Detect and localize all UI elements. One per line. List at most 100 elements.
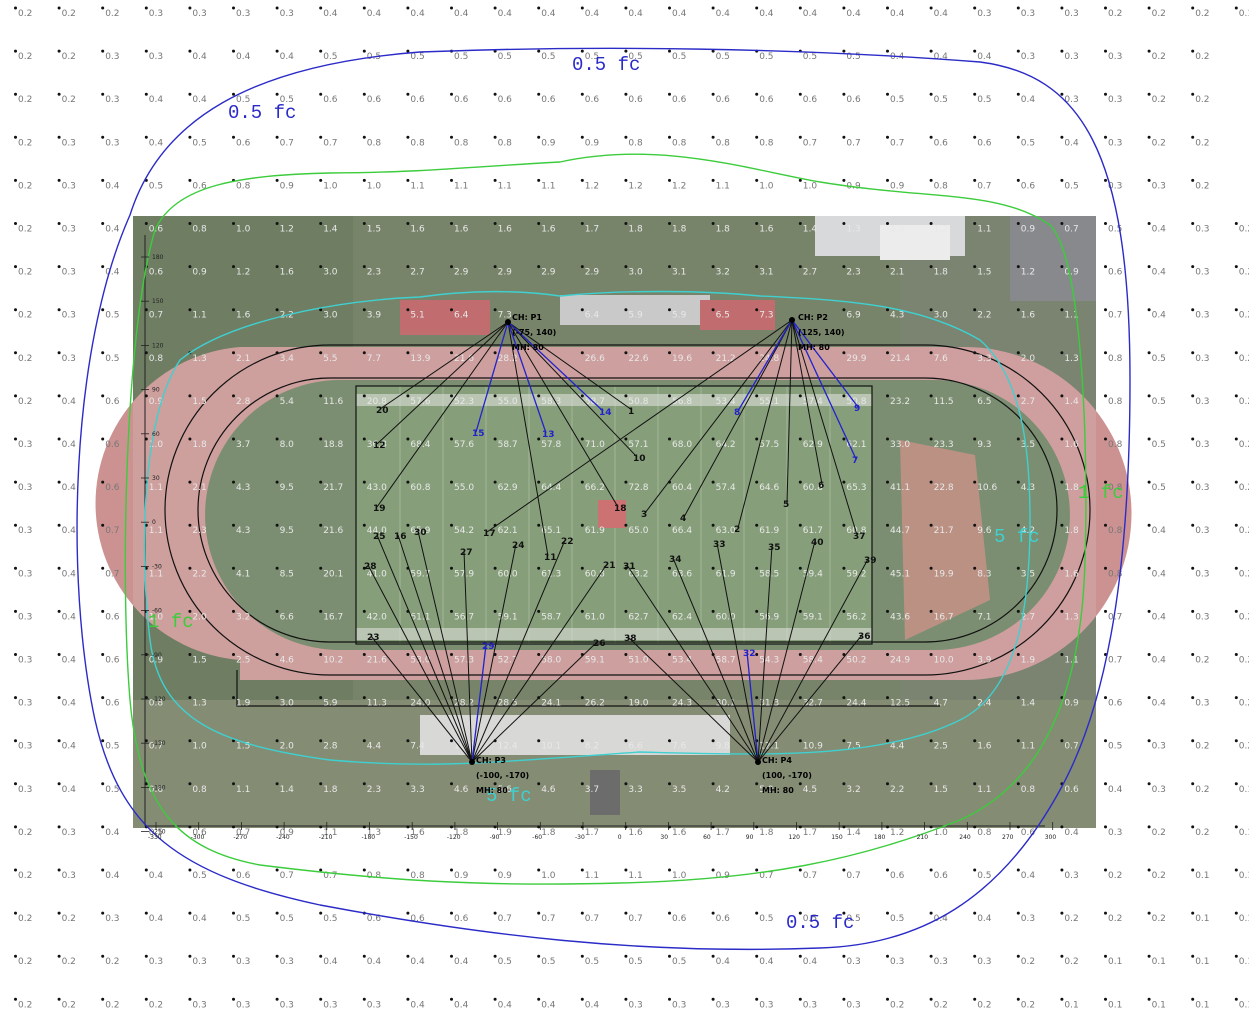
- grid-point-marker: [319, 308, 323, 312]
- grid-point-marker: [319, 92, 323, 96]
- grid-point-marker: [1016, 351, 1020, 355]
- aim-number: 11: [544, 553, 557, 563]
- grid-point-marker: [450, 351, 453, 355]
- grid-value: 28.2: [498, 354, 518, 364]
- grid-value: 0.5: [1021, 138, 1035, 148]
- aim-number: 34: [669, 555, 682, 565]
- grid-value: 0.3: [977, 9, 991, 19]
- grid-value: 1.0: [541, 871, 556, 881]
- grid-value: 2.2: [890, 785, 904, 795]
- grid-value: 6.5: [716, 311, 730, 321]
- aim-line: [757, 540, 816, 763]
- aim-line: [471, 543, 517, 763]
- grid-point-marker: [668, 954, 671, 958]
- grid-point-marker: [580, 782, 584, 786]
- grid-value: 26.2: [585, 699, 605, 709]
- grid-value: 20.8: [367, 397, 387, 407]
- aim-line: [507, 321, 619, 508]
- aim-line: [737, 319, 793, 529]
- grid-value: 58.7: [585, 397, 605, 407]
- grid-point-marker: [362, 178, 366, 182]
- grid-value: 0.3: [236, 957, 250, 967]
- grid-value: 0.8: [192, 785, 207, 795]
- grid-point-marker: [188, 222, 192, 225]
- grid-value: 1.0: [759, 181, 774, 191]
- grid-point-marker: [755, 566, 759, 570]
- grid-value: 0.7: [498, 914, 512, 924]
- grid-value: 3.1: [672, 268, 686, 278]
- grid-point-marker: [101, 92, 105, 96]
- grid-point-marker: [624, 92, 628, 96]
- grid-value: 1.0: [149, 612, 164, 622]
- grid-point-marker: [624, 6, 628, 10]
- grid-point-marker: [580, 954, 584, 958]
- grid-value: 16.7: [323, 612, 343, 622]
- grid-point-marker: [319, 49, 323, 53]
- grid-point-marker: [362, 868, 366, 872]
- grid-point-marker: [493, 351, 497, 355]
- grid-point-marker: [232, 394, 235, 398]
- grid-value: 0.1: [1108, 1000, 1122, 1010]
- grid-point-marker: [362, 92, 366, 96]
- grid-point-marker: [711, 265, 715, 269]
- aim-line: [627, 636, 759, 763]
- grid-point-marker: [319, 523, 323, 527]
- grid-value: 8.5: [280, 569, 294, 579]
- grid-value: 4.4: [890, 742, 905, 752]
- grid-value: 0.3: [62, 311, 76, 321]
- grid-value: 0.4: [1152, 311, 1167, 321]
- grid-value: 0.8: [1108, 354, 1123, 364]
- grid-point-marker: [406, 825, 410, 829]
- contour-0-5-fc: [76, 47, 1131, 951]
- grid-point-marker: [319, 265, 323, 269]
- grid-point-marker: [886, 437, 889, 441]
- grid-point-marker: [886, 868, 889, 872]
- grid-point-marker: [1191, 566, 1195, 570]
- aim-number: 4: [680, 514, 686, 524]
- grid-point-marker: [493, 566, 497, 570]
- grid-value: 0.5: [498, 957, 512, 967]
- illuminance-grid: 0.2 0.2 0.2 0.3 0.3 0.3 0.3 0.4 0.4 0.4 0.4 0.4 0.4 0…: [14, 6, 1249, 1010]
- aim-number: 2: [734, 525, 740, 535]
- grid-point-marker: [57, 739, 61, 743]
- grid-point-marker: [624, 954, 628, 958]
- grid-value: 0.4: [62, 526, 77, 536]
- aim-line: [791, 319, 859, 408]
- grid-point-marker: [798, 92, 802, 96]
- grid-point-marker: [101, 825, 105, 829]
- grid-value: 0.6: [803, 95, 818, 105]
- grid-value: 1.2: [672, 181, 686, 191]
- grid-point-marker: [57, 351, 61, 355]
- y-tick-label: -120: [152, 696, 166, 703]
- grid-value: 1.4: [1021, 699, 1036, 709]
- grid-value: 0.2: [62, 52, 76, 62]
- grid-point-marker: [1016, 49, 1020, 53]
- grid-value: 60.8: [846, 526, 866, 536]
- grid-point-marker: [755, 6, 759, 10]
- grid-point-marker: [929, 92, 933, 96]
- grid-value: 0.5: [672, 957, 686, 967]
- grid-value: 21.2: [716, 354, 736, 364]
- grid-value: 0.3: [62, 138, 76, 148]
- contour-label: 0.5 fc: [572, 54, 640, 76]
- grid-point-marker: [1016, 566, 1020, 570]
- grid-point-marker: [406, 308, 410, 312]
- grid-point-marker: [406, 523, 410, 527]
- grid-value: 0.4: [846, 9, 861, 19]
- grid-point-marker: [450, 135, 453, 139]
- grid-value: 0.6: [716, 95, 731, 105]
- grid-value: 0.3: [105, 95, 119, 105]
- grid-value: 6.4: [585, 311, 600, 321]
- grid-point-marker: [755, 825, 759, 829]
- aim-number: 27: [460, 548, 473, 558]
- grid-value: 0.6: [672, 914, 687, 924]
- grid-point-marker: [362, 394, 366, 398]
- grid-value: 0.2: [1195, 181, 1209, 191]
- aim-line: [507, 321, 633, 411]
- grid-point-marker: [275, 782, 279, 786]
- grid-point-marker: [886, 696, 889, 700]
- grid-value: 0.4: [498, 9, 513, 19]
- grid-value: 26.6: [585, 354, 605, 364]
- grid-value: 54.3: [759, 656, 779, 666]
- aim-line: [737, 319, 793, 412]
